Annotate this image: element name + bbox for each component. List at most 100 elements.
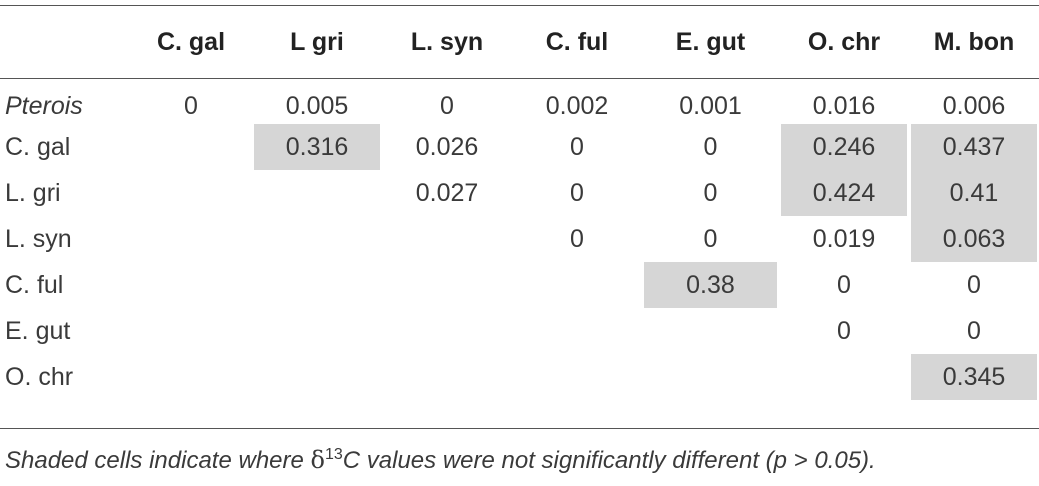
table-cell-shaded: 0.41 — [909, 170, 1039, 216]
table-cell-shaded: 0.38 — [642, 262, 779, 308]
cell-value — [514, 262, 640, 308]
table-cell: 0 — [512, 216, 642, 262]
cell-value — [254, 354, 380, 400]
table-row: C. gal 0.316 0.026 0 0 0.246 0.437 — [0, 124, 1039, 170]
cell-value: 0 — [570, 225, 584, 253]
cell-value — [132, 216, 250, 262]
cell-value: 0.002 — [545, 92, 609, 120]
cell-value: 0.424 — [781, 170, 907, 216]
cell-value — [781, 354, 907, 400]
table-row: Pterois 0 0.005 0 0.002 0.001 0.016 0.006 — [0, 78, 1039, 124]
column-header: M. bon — [933, 27, 1015, 56]
column-header: C. gal — [156, 27, 226, 56]
footnote-text: Shaded cells indicate where — [5, 447, 311, 474]
table-cell — [130, 262, 252, 308]
column-header: C. ful — [545, 27, 609, 56]
table-cell — [130, 354, 252, 400]
row-label: L. gri — [5, 178, 61, 207]
cell-value: 0.001 — [679, 92, 742, 120]
cell-value: 0.38 — [644, 262, 777, 308]
row-label: C. gal — [5, 132, 71, 161]
cell-value — [384, 308, 510, 354]
cell-value: 0 — [184, 92, 198, 120]
cell-value — [644, 354, 777, 400]
table-footnote: Shaded cells indicate where δ13C values … — [5, 446, 876, 475]
table-cell: 0 — [512, 170, 642, 216]
cell-value: 0 — [703, 133, 718, 161]
cell-value — [514, 308, 640, 354]
cell-value — [132, 354, 250, 400]
row-label: E. gut — [5, 316, 71, 345]
table-cell — [382, 308, 512, 354]
table-cell — [252, 354, 382, 400]
row-label: L. syn — [5, 224, 72, 253]
table-cell — [382, 354, 512, 400]
row-label: Pterois — [5, 91, 83, 120]
footnote-text: C values were not significantly differen… — [342, 447, 876, 474]
table-cell: 0.016 — [779, 78, 909, 124]
table-cell: 0 — [382, 78, 512, 124]
table-cell — [512, 262, 642, 308]
cell-value: 0.026 — [415, 133, 479, 161]
table-cell — [252, 262, 382, 308]
table-cell: 0.027 — [382, 170, 512, 216]
cell-value: 0.006 — [942, 92, 1006, 120]
cell-value: 0.437 — [911, 124, 1037, 170]
table-row: E. gut 0 0 — [0, 308, 1039, 354]
table-row: O. chr 0.345 — [0, 354, 1039, 400]
table-cell — [130, 308, 252, 354]
table-cell: 0 — [642, 124, 779, 170]
cell-value: 0 — [967, 271, 981, 299]
table-cell: 0 — [642, 170, 779, 216]
table-cell — [382, 216, 512, 262]
table-cell: 0.005 — [252, 78, 382, 124]
table-cell-shaded: 0.345 — [909, 354, 1039, 400]
cell-value: 0 — [440, 92, 454, 120]
table-header-rule — [0, 78, 1039, 79]
table-cell — [642, 308, 779, 354]
row-label: O. chr — [5, 362, 74, 391]
cell-value: 0 — [703, 225, 718, 253]
table-cell-shaded: 0.316 — [252, 124, 382, 170]
table-cell: 0 — [909, 262, 1039, 308]
column-header: L. syn — [410, 27, 484, 56]
cell-value — [254, 262, 380, 308]
table-cell: 0.019 — [779, 216, 909, 262]
header-row: C. gal L gri L. syn C. ful E. gut O. chr… — [0, 6, 1039, 78]
table-cell: 0.026 — [382, 124, 512, 170]
table-cell — [382, 262, 512, 308]
cell-value: 0.019 — [812, 225, 876, 253]
table-cell: 0.001 — [642, 78, 779, 124]
table-cell-shaded: 0.424 — [779, 170, 909, 216]
table-cell — [252, 308, 382, 354]
cell-value — [384, 216, 510, 262]
table-cell: 0 — [130, 78, 252, 124]
table-cell — [512, 354, 642, 400]
table-cell: 0 — [642, 216, 779, 262]
table-cell: 0 — [512, 124, 642, 170]
cell-value — [254, 308, 380, 354]
cell-value: 0.41 — [911, 170, 1037, 216]
column-header: E. gut — [675, 27, 746, 56]
table-cell-shaded: 0.437 — [909, 124, 1039, 170]
cell-value — [132, 262, 250, 308]
table-cell — [512, 308, 642, 354]
cell-value: 0.345 — [911, 354, 1037, 400]
table-row: C. ful 0.38 0 0 — [0, 262, 1039, 308]
cell-value — [254, 170, 380, 216]
cell-value: 0 — [837, 271, 851, 299]
delta-symbol: δ — [310, 446, 325, 474]
column-header — [0, 6, 130, 78]
cell-value: 0.016 — [812, 92, 876, 120]
table-cell — [130, 216, 252, 262]
table-bottom-rule — [0, 428, 1039, 429]
cell-value: 0 — [967, 317, 981, 345]
cell-value — [384, 354, 510, 400]
table-cell: 0.002 — [512, 78, 642, 124]
table-cell — [130, 170, 252, 216]
table-cell: 0 — [779, 308, 909, 354]
pairwise-comparison-table: C. gal L gri L. syn C. ful E. gut O. chr… — [0, 6, 1039, 400]
cell-value: 0.027 — [415, 179, 479, 207]
table-cell-shaded: 0.063 — [909, 216, 1039, 262]
cell-value: 0.005 — [285, 92, 349, 120]
